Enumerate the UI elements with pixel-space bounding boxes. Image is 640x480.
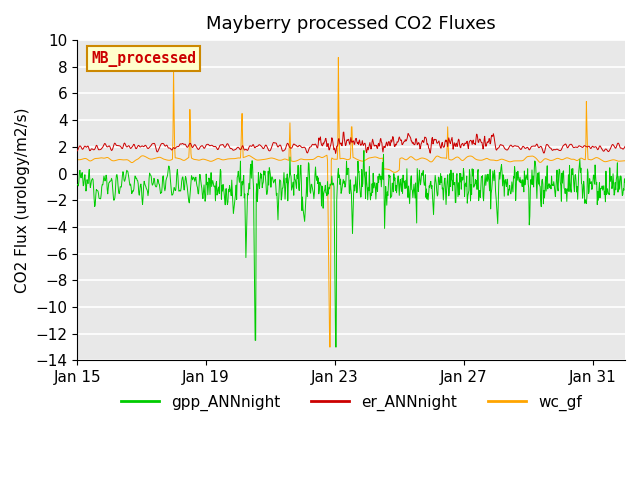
Y-axis label: CO2 Flux (urology/m2/s): CO2 Flux (urology/m2/s) — [15, 108, 30, 293]
Text: MB_processed: MB_processed — [91, 50, 196, 67]
Title: Mayberry processed CO2 Fluxes: Mayberry processed CO2 Fluxes — [206, 15, 496, 33]
Legend: gpp_ANNnight, er_ANNnight, wc_gf: gpp_ANNnight, er_ANNnight, wc_gf — [115, 388, 588, 417]
